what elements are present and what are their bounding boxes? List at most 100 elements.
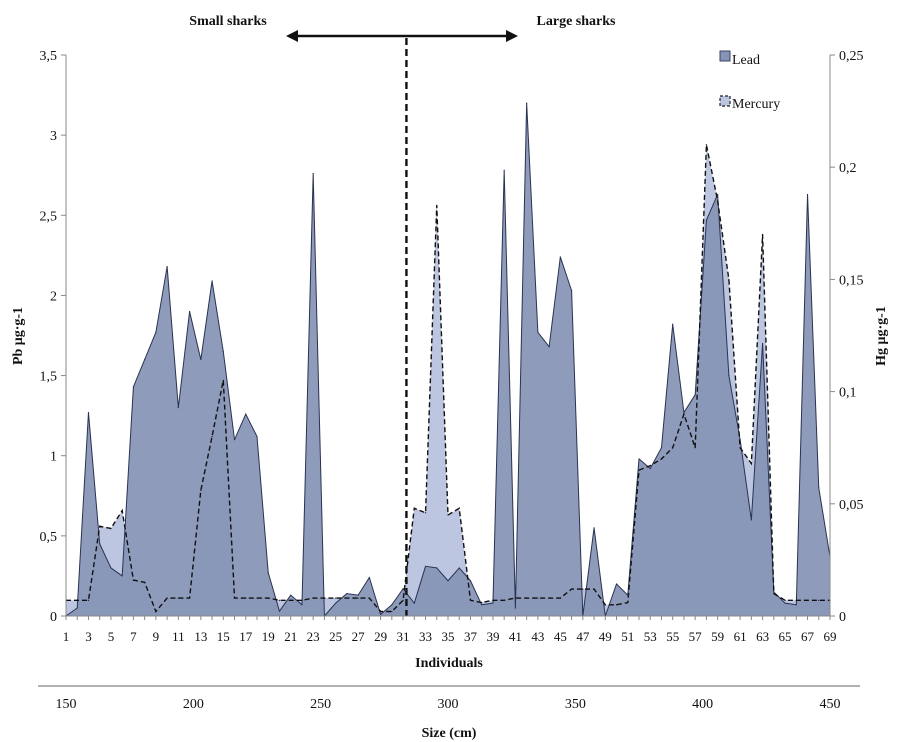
x-tick-label: 43 xyxy=(531,629,544,644)
lead-point-31 xyxy=(402,588,404,590)
mercury-point-24 xyxy=(323,597,326,599)
lead-point-29 xyxy=(379,613,382,615)
left-y-tick-label: 1 xyxy=(50,450,57,465)
size-tick-label: 150 xyxy=(56,697,77,712)
lead-point-55 xyxy=(672,323,674,325)
lead-point-12 xyxy=(188,310,191,313)
mercury-point-19 xyxy=(267,597,269,599)
lead-point-19 xyxy=(267,572,269,574)
lead-point-60 xyxy=(728,374,730,377)
mercury-point-53 xyxy=(649,465,651,467)
mercury-point-12 xyxy=(188,597,191,599)
lead-point-66 xyxy=(795,604,797,606)
axes: 00,511,522,533,500,050,10,150,20,251 3 5 7 9… xyxy=(38,49,864,712)
lead-point-37 xyxy=(469,580,472,582)
mercury-point-5 xyxy=(110,527,112,530)
mercury-point-46 xyxy=(570,588,573,590)
mercury-point-61 xyxy=(739,447,741,449)
lead-point-7 xyxy=(132,386,135,388)
mercury-point-43 xyxy=(537,597,539,599)
mercury-point-37 xyxy=(469,599,472,601)
lead-point-17 xyxy=(245,413,247,415)
lead-point-35 xyxy=(447,580,449,582)
mercury-point-45 xyxy=(559,597,561,599)
lead-point-33 xyxy=(424,565,427,567)
x-tick-label: 25 xyxy=(329,629,342,644)
lead-point-2 xyxy=(76,607,78,609)
lead-point-20 xyxy=(278,610,281,612)
left-y-tick-label: 2 xyxy=(50,289,57,304)
lead-point-65 xyxy=(784,602,786,604)
lead-point-61 xyxy=(739,439,741,441)
mercury-point-36 xyxy=(458,507,460,509)
mercury-point-10 xyxy=(166,597,168,599)
lead-point-44 xyxy=(548,346,550,348)
mercury-point-29 xyxy=(379,610,382,613)
lead-point-68 xyxy=(818,487,820,489)
lead-point-3 xyxy=(87,411,90,414)
right-y-tick-label: 0,25 xyxy=(839,49,864,64)
right-y-tick-label: 0,15 xyxy=(839,273,864,288)
lead-point-23 xyxy=(312,173,314,175)
left-y-tick-label: 3 xyxy=(50,129,57,144)
lead-point-50 xyxy=(615,583,618,585)
mercury-point-57 xyxy=(694,447,696,449)
lead-point-64 xyxy=(773,591,775,593)
lead-point-43 xyxy=(537,331,539,333)
mercury-point-52 xyxy=(638,469,640,471)
lead-point-53 xyxy=(649,467,651,470)
mercury-point-33 xyxy=(424,512,427,514)
lead-point-45 xyxy=(559,256,561,258)
mercury-point-23 xyxy=(312,597,314,599)
lead-point-59 xyxy=(717,193,719,196)
lead-point-32 xyxy=(413,602,415,604)
mercury-point-38 xyxy=(481,601,483,604)
mercury-point-14 xyxy=(211,435,213,438)
mercury-point-22 xyxy=(301,599,303,601)
lead-point-30 xyxy=(391,604,393,606)
size-tick-label: 250 xyxy=(310,697,331,712)
mercury-point-16 xyxy=(233,597,236,599)
lead-point-4 xyxy=(99,543,101,545)
lead-point-25 xyxy=(335,602,337,604)
lead-point-51 xyxy=(627,594,629,596)
mercury-point-42 xyxy=(526,597,528,599)
x-tick-label: 29 xyxy=(374,629,387,644)
left-y-tick-label: 0,5 xyxy=(40,530,58,545)
right-y-tick-label: 0,1 xyxy=(839,386,857,401)
x-tick-label: 17 xyxy=(239,629,253,644)
lead-point-52 xyxy=(638,458,640,460)
mercury-point-13 xyxy=(200,489,202,491)
mercury-point-21 xyxy=(290,599,292,601)
mercury-point-40 xyxy=(503,599,505,601)
mercury-point-34 xyxy=(436,204,438,206)
legend-label-mercury: Mercury xyxy=(732,97,780,112)
x-tick-label: 61 xyxy=(734,629,747,644)
x-tick-label: 39 xyxy=(486,629,499,644)
x-tick-label: 9 xyxy=(153,629,160,644)
lead-point-40 xyxy=(503,169,505,172)
lead-point-34 xyxy=(436,567,438,569)
lead-point-28 xyxy=(368,576,370,579)
x-tick-label: 33 xyxy=(419,629,432,644)
series-mercury-line xyxy=(66,144,830,613)
mercury-point-31 xyxy=(402,599,404,601)
x-tick-label: 53 xyxy=(644,629,657,644)
mercury-point-67 xyxy=(806,599,809,601)
lead-point-38 xyxy=(481,604,483,606)
mercury-point-7 xyxy=(132,579,135,581)
x-tick-label: 35 xyxy=(442,629,455,644)
lead-point-11 xyxy=(177,407,179,409)
mercury-point-60 xyxy=(728,278,730,280)
mercury-point-48 xyxy=(593,588,595,590)
annotation-large-sharks: Large sharks xyxy=(537,14,617,29)
mercury-point-47 xyxy=(582,588,584,590)
mercury-point-63 xyxy=(761,233,764,236)
mercury-point-4 xyxy=(99,525,101,527)
mercury-point-35 xyxy=(447,514,449,516)
x-tick-label: 65 xyxy=(779,629,792,644)
lead-point-21 xyxy=(290,594,292,596)
size-axis-title: Size (cm) xyxy=(422,726,477,741)
mercury-point-26 xyxy=(346,597,348,599)
mercury-point-51 xyxy=(627,601,629,604)
